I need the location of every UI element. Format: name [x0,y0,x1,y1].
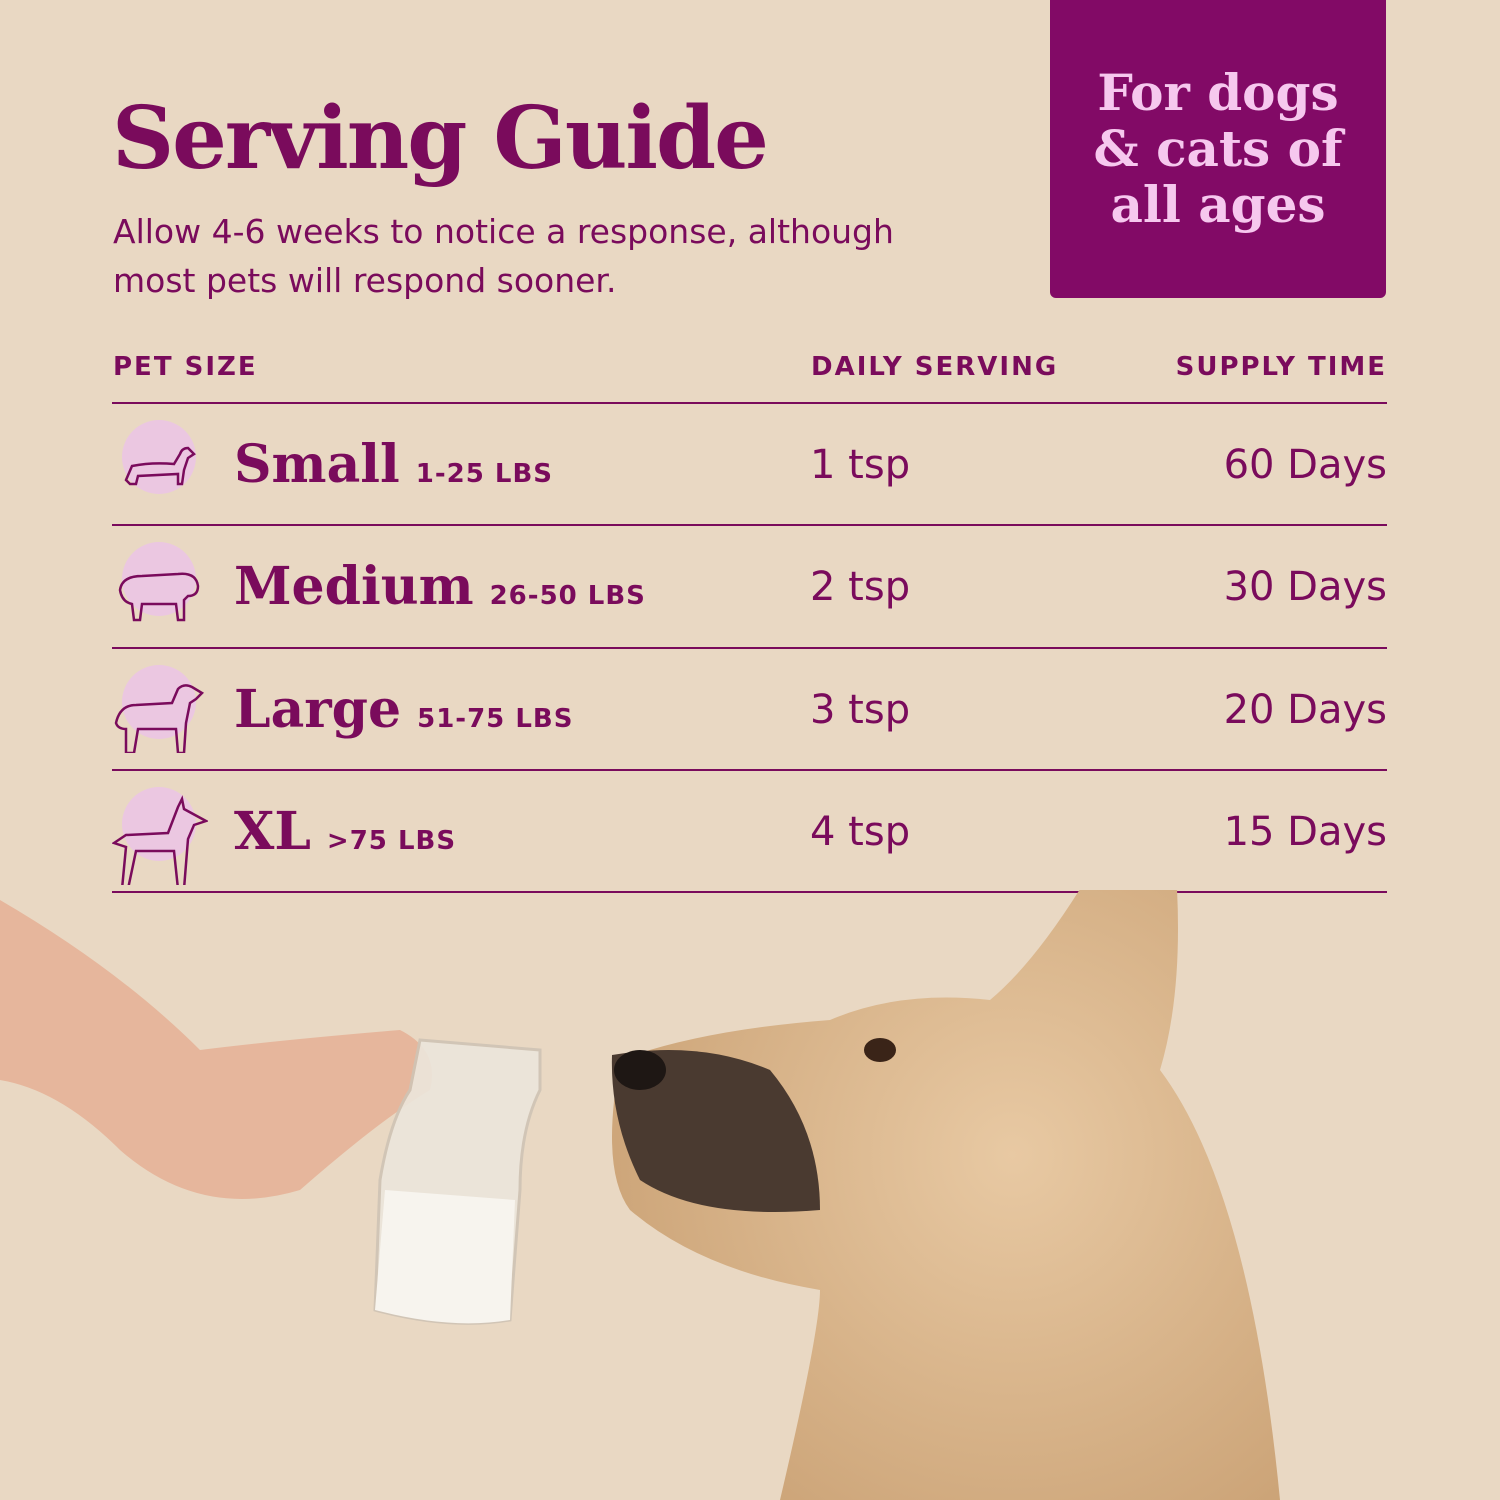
doberman-icon [112,785,208,885]
weight-range: >75 LBS [326,826,457,856]
header-daily-serving: DAILY SERVING [811,352,1059,382]
badge-text: For dogs & cats of all ages [1093,63,1343,234]
daily-serving: 4 tsp [810,809,911,855]
table-row: Medium 26-50 LBS 2 tsp 30 Days [112,526,1387,646]
bulldog-icon [112,540,208,630]
supply-time: 30 Days [1223,564,1387,610]
header-pet-size: PET SIZE [113,352,258,382]
table-row: XL >75 LBS 4 tsp 15 Days [112,771,1387,891]
size-name: Medium [234,556,474,617]
size-name: Large [234,679,402,740]
divider [112,524,1387,526]
subtitle: Allow 4-6 weeks to notice a response, al… [113,212,894,300]
size-name: XL [234,801,311,862]
weight-range: 1-25 LBS [415,459,554,489]
size-name: Small [234,434,400,495]
divider [112,402,1387,404]
divider [112,769,1387,771]
daily-serving: 2 tsp [810,564,911,610]
weight-range: 26-50 LBS [489,581,646,611]
table-row: Large 51-75 LBS 3 tsp 20 Days [112,649,1387,769]
dachshund-icon [112,418,208,508]
daily-serving: 3 tsp [810,687,911,733]
supply-time: 20 Days [1223,687,1387,733]
weight-range: 51-75 LBS [417,704,574,734]
supply-time: 60 Days [1223,442,1387,488]
age-badge: For dogs & cats of all ages [1050,0,1386,298]
daily-serving: 1 tsp [810,442,911,488]
divider [112,891,1387,893]
dog [612,890,1280,1500]
page-title: Serving Guide [112,88,769,189]
retriever-icon [112,663,208,753]
table-row: Small 1-25 LBS 1 tsp 60 Days [112,404,1387,524]
dog-and-bottle-photo [0,890,1280,1500]
header-supply-time: SUPPLY TIME [1175,352,1387,382]
hand-arm [0,900,432,1199]
divider [112,647,1387,649]
supply-time: 15 Days [1223,809,1387,855]
